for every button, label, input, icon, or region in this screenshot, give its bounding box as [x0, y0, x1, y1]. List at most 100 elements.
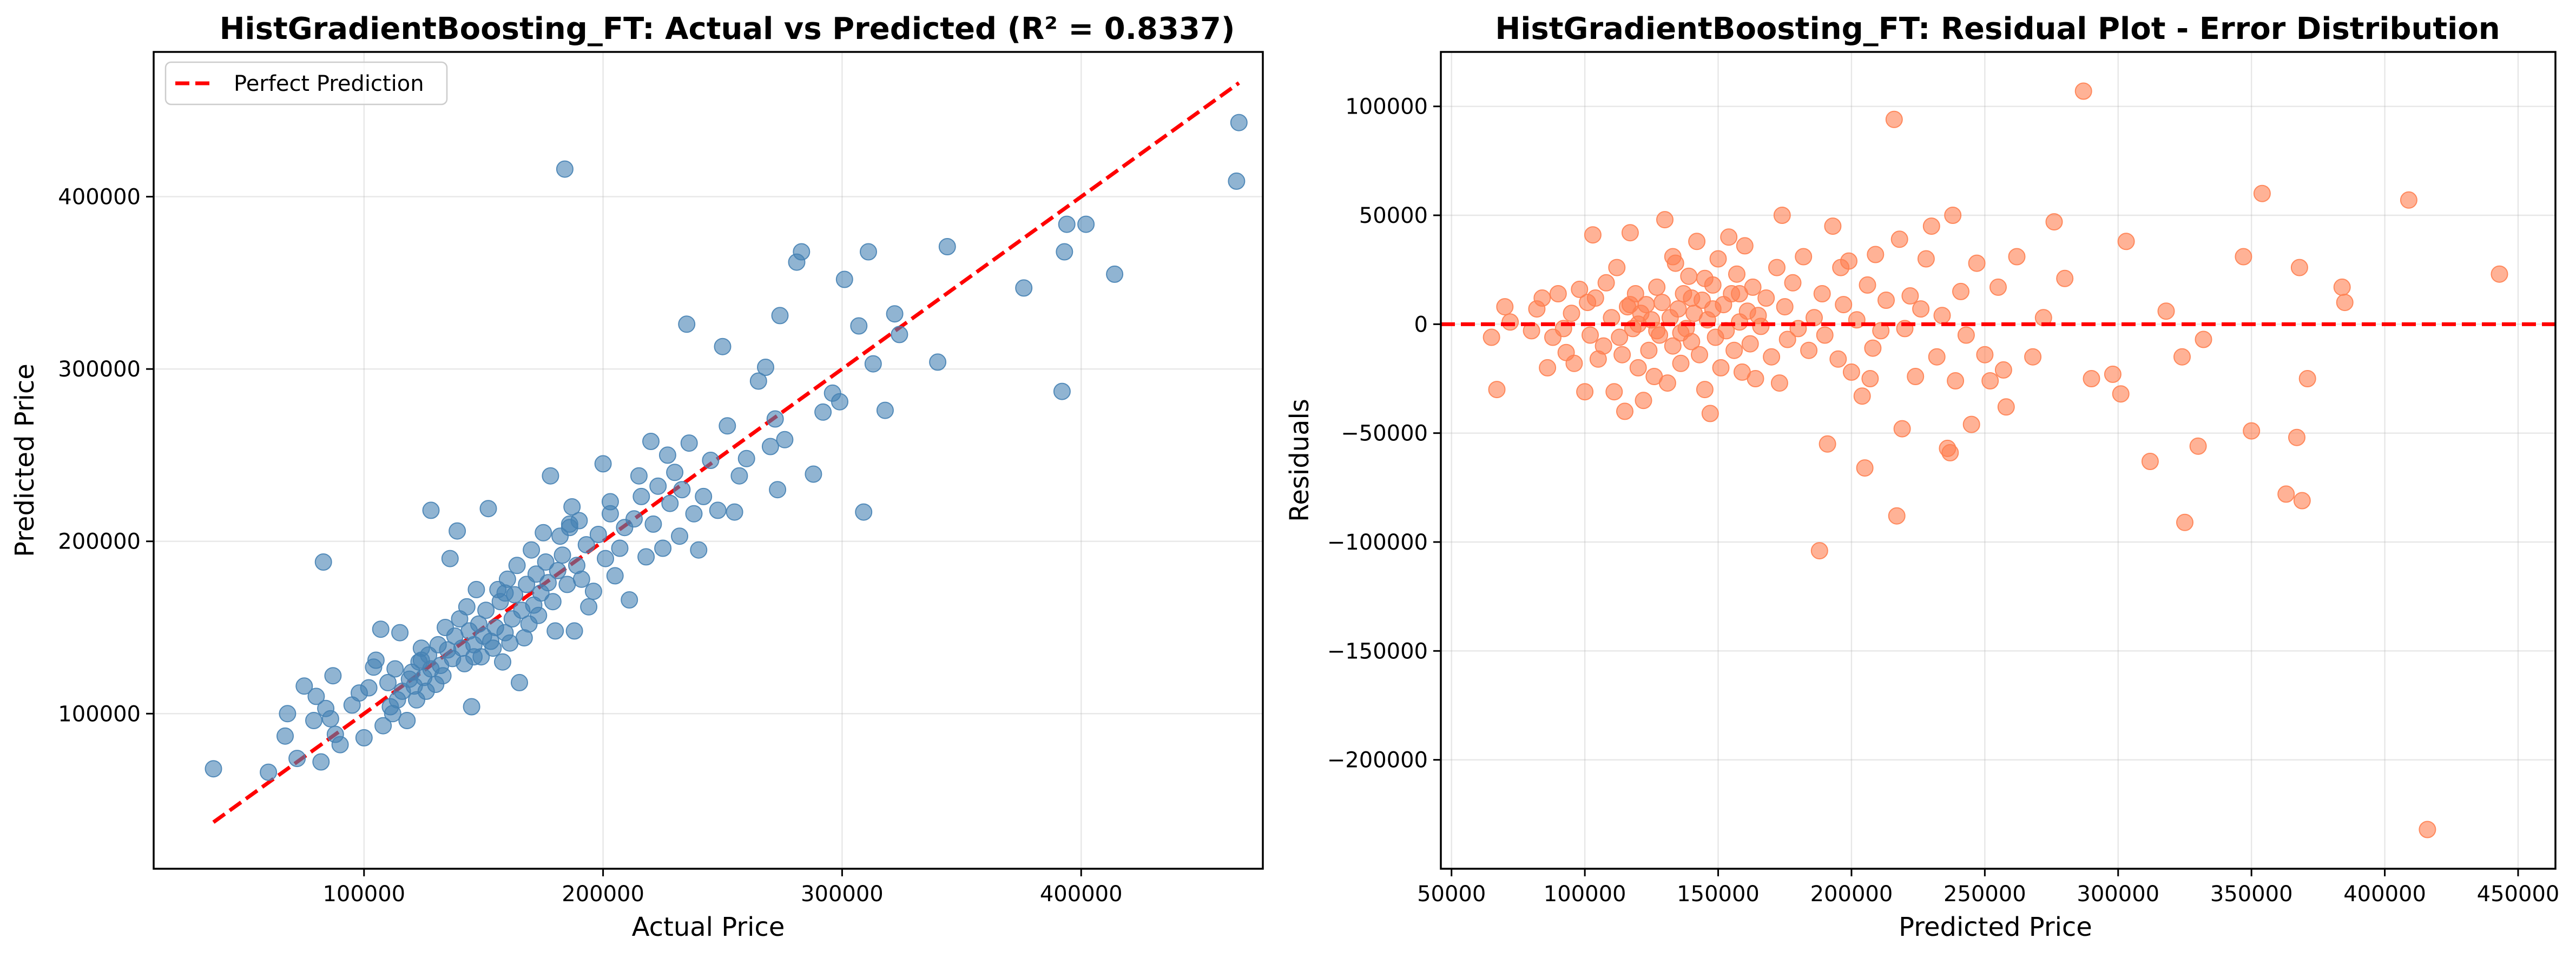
x-tick-label: 100000	[1544, 882, 1626, 907]
data-point	[1928, 348, 1946, 366]
data-point	[776, 431, 794, 448]
y-tick-label: 300000	[58, 357, 141, 382]
data-point	[2008, 248, 2026, 266]
data-point	[1053, 382, 1071, 400]
data-point	[1664, 248, 1682, 266]
data-point	[549, 561, 566, 579]
data-point	[1747, 370, 1764, 387]
data-point	[1672, 354, 1690, 372]
data-point	[2176, 513, 2193, 531]
data-point	[766, 410, 784, 428]
data-point	[601, 505, 619, 523]
data-points	[205, 114, 1248, 781]
data-point	[577, 536, 595, 554]
data-point	[673, 481, 691, 499]
legend: Perfect Prediction	[164, 61, 448, 105]
data-point	[2157, 302, 2175, 320]
data-point	[1621, 224, 1639, 242]
data-point	[1989, 278, 2007, 296]
chart-title: HistGradientBoosting_FT: Actual vs Predi…	[220, 11, 1235, 47]
data-point	[374, 717, 392, 735]
data-point	[749, 372, 767, 390]
data-point	[288, 750, 306, 768]
x-tick-label: 400000	[2343, 882, 2426, 907]
data-point	[2235, 248, 2252, 266]
data-point	[1784, 274, 1802, 292]
x-tick-label: 200000	[1810, 882, 1893, 907]
data-point	[1664, 337, 1682, 355]
data-point	[1901, 287, 1919, 305]
data-point	[769, 481, 787, 499]
x-tick-label: 250000	[1943, 882, 2026, 907]
data-point	[1701, 405, 1719, 422]
data-point	[1672, 324, 1690, 342]
data-point	[441, 550, 459, 567]
data-point	[1605, 383, 1623, 401]
data-point	[1704, 300, 1722, 318]
data-point	[1867, 246, 1885, 263]
data-point	[678, 315, 696, 333]
data-point	[463, 698, 480, 716]
data-point	[1621, 296, 1639, 314]
data-point	[1872, 322, 1890, 340]
data-point	[1810, 542, 1828, 560]
data-point	[1683, 289, 1701, 307]
data-point	[314, 553, 332, 571]
data-point	[1496, 298, 1514, 316]
data-point	[1952, 282, 1969, 300]
data-point	[556, 160, 574, 178]
data-point	[539, 574, 557, 592]
data-point	[1565, 354, 1583, 372]
data-point	[1741, 335, 1759, 353]
data-point	[1816, 326, 1834, 344]
data-point	[305, 712, 322, 729]
x-axis-label: Predicted Price	[1899, 912, 2092, 942]
data-point	[561, 515, 578, 533]
data-point	[1778, 331, 1796, 348]
data-point	[737, 450, 755, 467]
data-point	[527, 565, 545, 583]
data-point	[1752, 318, 1770, 335]
data-point	[1888, 507, 1906, 525]
data-point	[295, 677, 313, 695]
data-point	[680, 434, 698, 452]
data-point	[850, 317, 868, 335]
data-point	[1832, 259, 1850, 276]
data-point	[831, 393, 848, 411]
data-point	[2277, 485, 2295, 503]
data-point	[544, 593, 562, 611]
data-point	[709, 501, 727, 519]
data-point	[1720, 228, 1738, 246]
residual-plot-panel: HistGradientBoosting_FT: Residual Plot -…	[1284, 11, 2559, 942]
data-point	[702, 452, 720, 469]
y-tick-label: 200000	[58, 530, 141, 554]
data-point	[2117, 233, 2135, 250]
data-point	[501, 634, 519, 652]
data-point	[654, 539, 672, 557]
data-point	[1853, 387, 1871, 405]
data-point	[467, 580, 485, 598]
data-point	[1768, 259, 1786, 276]
data-point	[1947, 372, 1965, 389]
y-axis-label: Residuals	[1284, 399, 1315, 522]
y-tick-label: −50000	[1341, 421, 1428, 446]
legend-label: Perfect Prediction	[234, 71, 424, 96]
data-point	[307, 688, 325, 705]
data-point	[594, 455, 612, 473]
data-point	[379, 673, 397, 691]
data-point	[458, 598, 476, 616]
axis-ticks: 100000 200000 300000 400000 100000 200000 3000…	[58, 185, 1122, 907]
data-point	[1885, 110, 1903, 128]
data-point	[719, 417, 736, 435]
data-point	[1907, 368, 1925, 385]
data-point	[1539, 359, 1557, 376]
data-point	[479, 500, 497, 518]
data-point	[1563, 305, 1580, 322]
data-point	[805, 465, 822, 483]
data-point	[2173, 348, 2191, 366]
data-point	[1611, 328, 1629, 346]
plot-frame	[1440, 51, 2557, 870]
y-tick-label: −150000	[1327, 639, 1428, 664]
data-point	[1819, 435, 1836, 453]
data-point	[1957, 326, 1975, 344]
